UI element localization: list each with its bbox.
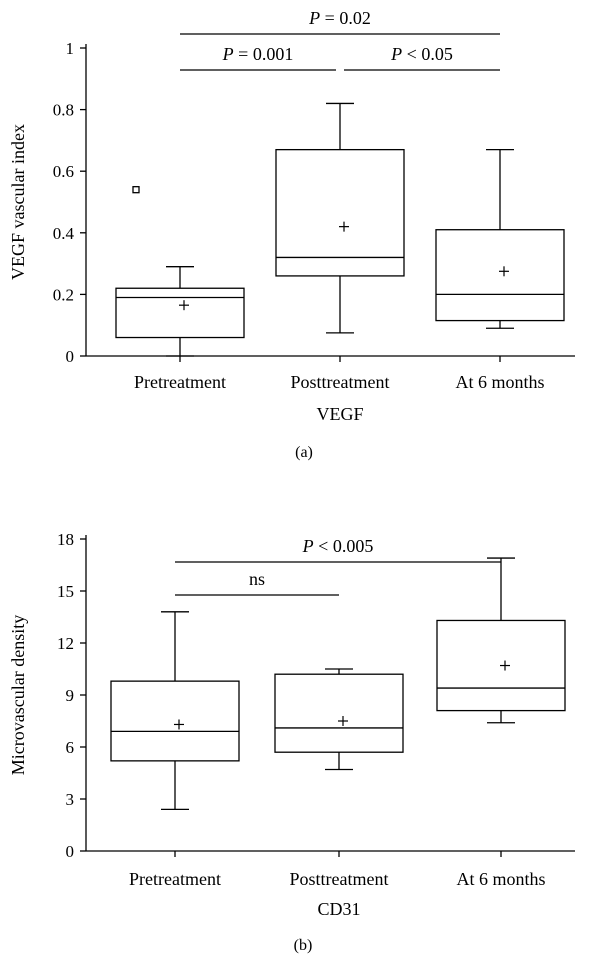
- y-tick-label: 3: [66, 790, 75, 809]
- p-value: < 0.05: [402, 44, 453, 64]
- y-tick-label: 0: [66, 842, 75, 861]
- y-tick-label: 9: [66, 686, 75, 705]
- significance-label: P = 0.001: [222, 44, 294, 64]
- y-axis-title: VEGF vascular index: [8, 124, 28, 280]
- box-iqr: [110, 680, 240, 762]
- panel-label: (a): [295, 444, 313, 461]
- box-iqr: [275, 148, 405, 277]
- p-symbol: P: [222, 44, 234, 64]
- y-tick-label: 12: [57, 634, 74, 653]
- significance-label: ns: [249, 569, 265, 589]
- box-3: [435, 148, 565, 329]
- box-iqr: [435, 229, 565, 322]
- y-tick-label: 6: [66, 738, 75, 757]
- y-tick-label: 18: [57, 530, 74, 549]
- significance-label: P = 0.02: [308, 8, 371, 28]
- chart-panel-2: 0 3 6 9 12 15 18 Pretreatment Posttreatment At 6 …: [8, 530, 575, 954]
- chart-panel-1: 0 0.2 0.4 0.6 0.8 1 Pretreatment Posttreatment A…: [8, 8, 575, 461]
- y-tick-label: 0.6: [53, 162, 74, 181]
- x-tick-label: Pretreatment: [129, 869, 221, 889]
- p-value: ns: [249, 569, 265, 589]
- x-tick-label: Pretreatment: [134, 372, 226, 392]
- x-tick-label: Posttreatment: [291, 372, 390, 392]
- p-symbol: P: [302, 536, 314, 556]
- p-value: < 0.005: [314, 536, 374, 556]
- box-iqr: [274, 673, 404, 753]
- significance-label: P < 0.005: [302, 536, 374, 556]
- y-tick-label: 0.8: [53, 101, 74, 120]
- outlier-point: [132, 186, 140, 194]
- x-tick-label: At 6 months: [455, 372, 544, 392]
- x-tick-label: Posttreatment: [290, 869, 389, 889]
- box-iqr: [115, 287, 245, 339]
- y-axis-title: Microvascular density: [8, 615, 28, 775]
- p-value: = 0.02: [320, 8, 371, 28]
- box-2: [275, 102, 405, 334]
- p-value: = 0.001: [234, 44, 294, 64]
- y-tick-label: 1: [66, 39, 75, 58]
- box-iqr: [436, 619, 566, 712]
- p-symbol: P: [308, 8, 320, 28]
- box-1: [110, 611, 240, 811]
- y-tick-label: 0: [66, 347, 75, 366]
- box-1: [115, 186, 245, 357]
- x-axis-title: VEGF: [316, 404, 363, 424]
- significance-label: P < 0.05: [390, 44, 453, 64]
- y-tick-label: 0.2: [53, 285, 74, 304]
- x-axis-title: CD31: [317, 899, 360, 919]
- box-3: [436, 557, 566, 724]
- y-tick-label: 15: [57, 582, 74, 601]
- x-tick-label: At 6 months: [456, 869, 545, 889]
- panel-label: (b): [294, 937, 313, 954]
- p-symbol: P: [390, 44, 402, 64]
- box-2: [274, 668, 404, 771]
- y-tick-label: 0.4: [53, 224, 75, 243]
